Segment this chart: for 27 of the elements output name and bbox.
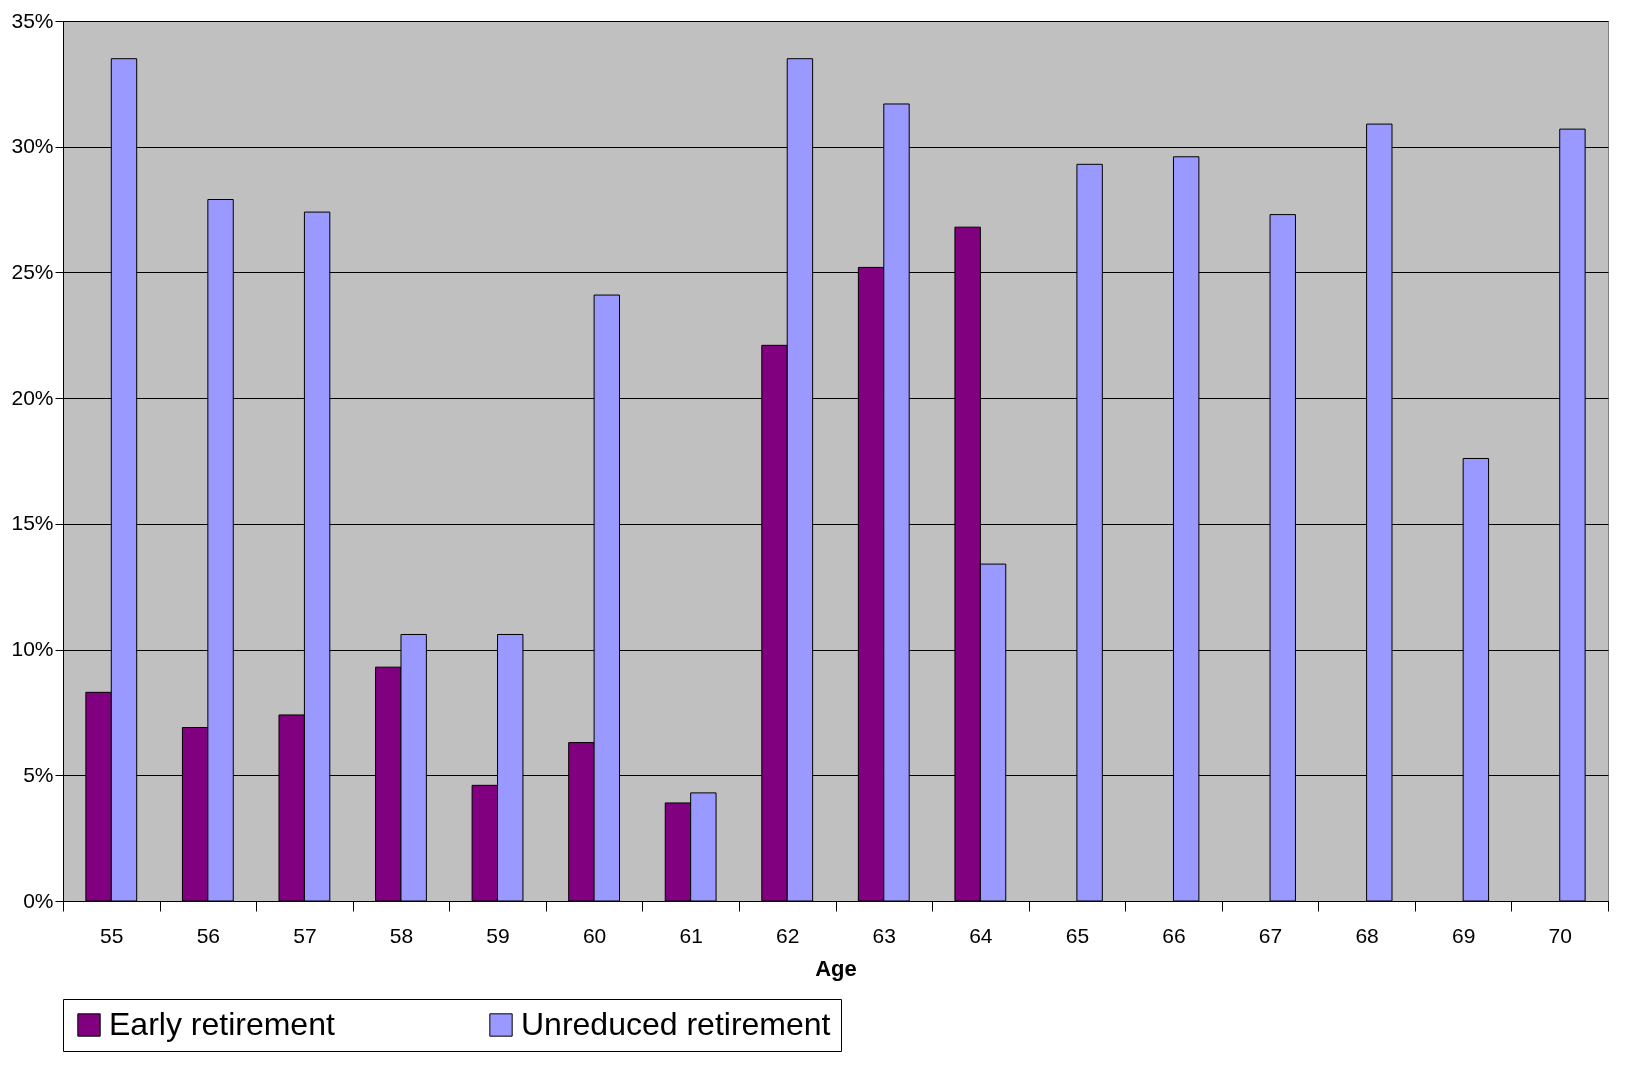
x-tick-label: 67 [1258, 923, 1283, 947]
x-axis-title: Age [815, 955, 857, 981]
x-tick-label: 56 [196, 923, 221, 947]
y-tick-label: 10% [11, 637, 54, 661]
y-tick-label: 25% [11, 259, 54, 283]
legend-label: Early retirement [109, 1006, 335, 1042]
x-tick-label: 69 [1451, 923, 1476, 947]
y-tick-label: 15% [11, 511, 54, 535]
y-tick-label: 20% [11, 385, 54, 409]
x-tick-label: 58 [389, 923, 414, 947]
y-tick-label: 35% [11, 8, 54, 32]
x-tick-label: 65 [1065, 923, 1090, 947]
x-tick-label: 62 [776, 923, 800, 947]
x-tick-label: 64 [969, 923, 993, 947]
x-tick-label: 70 [1548, 923, 1572, 947]
x-tick-label: 61 [679, 923, 703, 947]
x-tick-label: 55 [100, 923, 124, 947]
x-tick-label: 60 [582, 923, 607, 947]
x-tick-label: 66 [1162, 923, 1186, 947]
x-tick-label: 59 [486, 923, 510, 947]
x-tick-label: 68 [1355, 923, 1379, 947]
y-tick-label: 0% [23, 888, 54, 912]
y-tick-label: 30% [11, 134, 54, 158]
x-tick-label: 63 [872, 923, 896, 947]
x-tick-label: 57 [293, 923, 317, 947]
y-tick-label: 5% [23, 762, 54, 786]
legend-label: Unreduced retirement [521, 1006, 831, 1042]
